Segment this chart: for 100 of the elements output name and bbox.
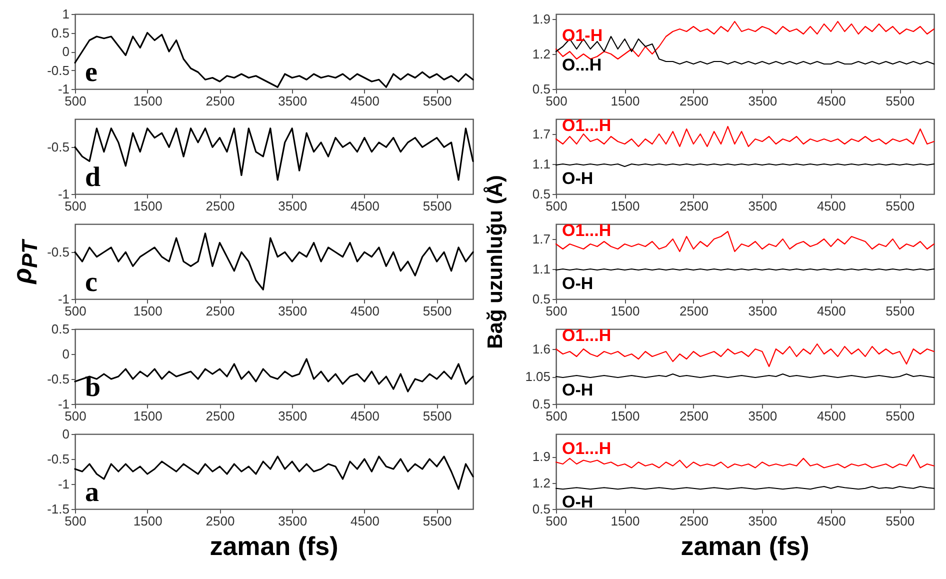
annotation: b bbox=[85, 372, 101, 403]
annotation: a bbox=[85, 477, 99, 508]
series-label: O1-H bbox=[562, 26, 603, 45]
x-tick-label: 1500 bbox=[133, 304, 162, 318]
line-series bbox=[555, 20, 935, 60]
y-tick-label: 0.5 bbox=[532, 186, 550, 202]
annotation: d bbox=[85, 162, 101, 193]
y-tick-label: -1 bbox=[58, 292, 70, 306]
y-tick-label: 1.7 bbox=[532, 232, 550, 246]
x-axis-title: zaman (fs) bbox=[680, 531, 810, 562]
x-tick-label: 2500 bbox=[679, 408, 708, 424]
x-tick-label: 500 bbox=[546, 408, 568, 424]
y-tick-label: 0.5 bbox=[532, 82, 550, 96]
x-tick-label: 1500 bbox=[133, 198, 162, 214]
x-tick-label: 500 bbox=[546, 304, 568, 318]
x-tick-label: 1500 bbox=[610, 408, 640, 424]
x-tick-label: 4500 bbox=[350, 94, 380, 108]
y-tick-label: 0 bbox=[62, 44, 70, 59]
x-tick-label: 500 bbox=[546, 94, 568, 108]
x-tick-label: 500 bbox=[64, 94, 86, 108]
x-tick-label: 4500 bbox=[816, 304, 846, 318]
series-label: O1...H bbox=[562, 439, 612, 458]
y-tick-label: -0.5 bbox=[47, 62, 70, 78]
x-tick-label: 3500 bbox=[278, 94, 308, 108]
x-tick-label: 4500 bbox=[350, 304, 380, 318]
x-tick-label: 2500 bbox=[206, 514, 235, 528]
x-tick-label: 500 bbox=[64, 408, 86, 424]
y-tick-label: 1.9 bbox=[532, 12, 550, 26]
x-tick-label: 3500 bbox=[748, 304, 778, 318]
y-tick-label: -1 bbox=[58, 396, 70, 412]
y-tick-label: -1 bbox=[58, 476, 70, 492]
x-tick-label: 500 bbox=[546, 514, 568, 528]
y-tick-label: -0.5 bbox=[47, 452, 70, 466]
y-tick-label: 1.2 bbox=[532, 46, 550, 62]
y-tick-label: -1 bbox=[58, 186, 70, 202]
series-label: O1...H bbox=[562, 221, 612, 240]
x-tick-label: 4500 bbox=[816, 198, 846, 214]
x-tick-label: 500 bbox=[64, 198, 86, 214]
x-tick-label: 5500 bbox=[422, 198, 452, 214]
x-tick-label: 2500 bbox=[206, 198, 235, 214]
x-tick-label: 5500 bbox=[422, 304, 452, 318]
x-tick-label: 2500 bbox=[206, 304, 235, 318]
y-tick-label: 1.6 bbox=[532, 342, 550, 356]
x-tick-label: 3500 bbox=[278, 514, 308, 528]
x-tick-label: 1500 bbox=[610, 94, 640, 108]
series-label: O-H bbox=[562, 169, 594, 188]
series-label: O-H bbox=[562, 492, 594, 512]
y-tick-label: 1.1 bbox=[532, 156, 550, 172]
x-tick-label: 3500 bbox=[748, 94, 778, 108]
x-tick-label: 5500 bbox=[886, 198, 915, 214]
x-tick-label: 2500 bbox=[206, 408, 235, 424]
x-tick-label: 3500 bbox=[278, 304, 308, 318]
y-tick-label: 0.5 bbox=[532, 396, 550, 412]
x-tick-label: 3500 bbox=[748, 514, 778, 528]
x-tick-label: 5500 bbox=[422, 514, 452, 528]
annotation: c bbox=[85, 267, 98, 298]
x-tick-label: 5500 bbox=[886, 408, 915, 424]
y-tick-label: -0.5 bbox=[47, 372, 70, 386]
x-tick-label: 3500 bbox=[748, 198, 778, 214]
x-tick-label: 3500 bbox=[278, 408, 308, 424]
x-tick-label: 1500 bbox=[610, 304, 640, 318]
y-tick-label: 1.9 bbox=[532, 449, 550, 464]
x-tick-label: 4500 bbox=[350, 408, 380, 424]
x-tick-label: 4500 bbox=[350, 514, 380, 528]
x-tick-label: 500 bbox=[64, 304, 86, 318]
x-tick-label: 4500 bbox=[816, 514, 846, 528]
x-tick-label: 2500 bbox=[679, 94, 708, 108]
x-tick-label: 4500 bbox=[350, 198, 380, 214]
x-tick-label: 1500 bbox=[610, 198, 640, 214]
series-label: O-H bbox=[562, 274, 594, 293]
x-tick-label: 500 bbox=[64, 514, 86, 528]
y-axis-title: Bağ uzunluğu (Å) bbox=[484, 174, 508, 348]
x-tick-label: 5500 bbox=[422, 408, 452, 424]
x-tick-label: 2500 bbox=[679, 304, 708, 318]
x-tick-label: 4500 bbox=[816, 94, 846, 108]
x-tick-label: 5500 bbox=[422, 94, 452, 108]
y-tick-label: 0.5 bbox=[532, 502, 550, 516]
x-tick-label: 2500 bbox=[679, 514, 708, 528]
x-tick-label: 500 bbox=[546, 198, 568, 214]
y-tick-label: 0 bbox=[62, 346, 70, 362]
x-tick-label: 3500 bbox=[748, 408, 778, 424]
y-tick-label: -0.5 bbox=[47, 140, 70, 155]
y-tick-label: -0.5 bbox=[47, 244, 70, 260]
y-tick-label: 1.1 bbox=[532, 262, 550, 276]
x-tick-label: 4500 bbox=[816, 408, 846, 424]
x-tick-label: 1500 bbox=[133, 514, 162, 528]
annotation: e bbox=[85, 57, 98, 88]
y-tick-label: 1.7 bbox=[532, 126, 550, 142]
x-tick-label: 1500 bbox=[133, 408, 162, 424]
x-tick-label: 5500 bbox=[886, 514, 915, 528]
x-tick-label: 2500 bbox=[206, 94, 235, 108]
y-tick-label: 1.05 bbox=[525, 369, 550, 384]
y-tick-label: 0.5 bbox=[532, 292, 550, 306]
series-label: O1...H bbox=[562, 326, 612, 345]
series-label: O...H bbox=[562, 56, 602, 74]
y-tick-label: 0.5 bbox=[51, 25, 70, 40]
x-axis-title: zaman (fs) bbox=[210, 531, 338, 562]
x-tick-label: 1500 bbox=[133, 94, 162, 108]
y-tick-label: 0.5 bbox=[51, 322, 70, 336]
x-tick-label: 1500 bbox=[610, 514, 640, 528]
